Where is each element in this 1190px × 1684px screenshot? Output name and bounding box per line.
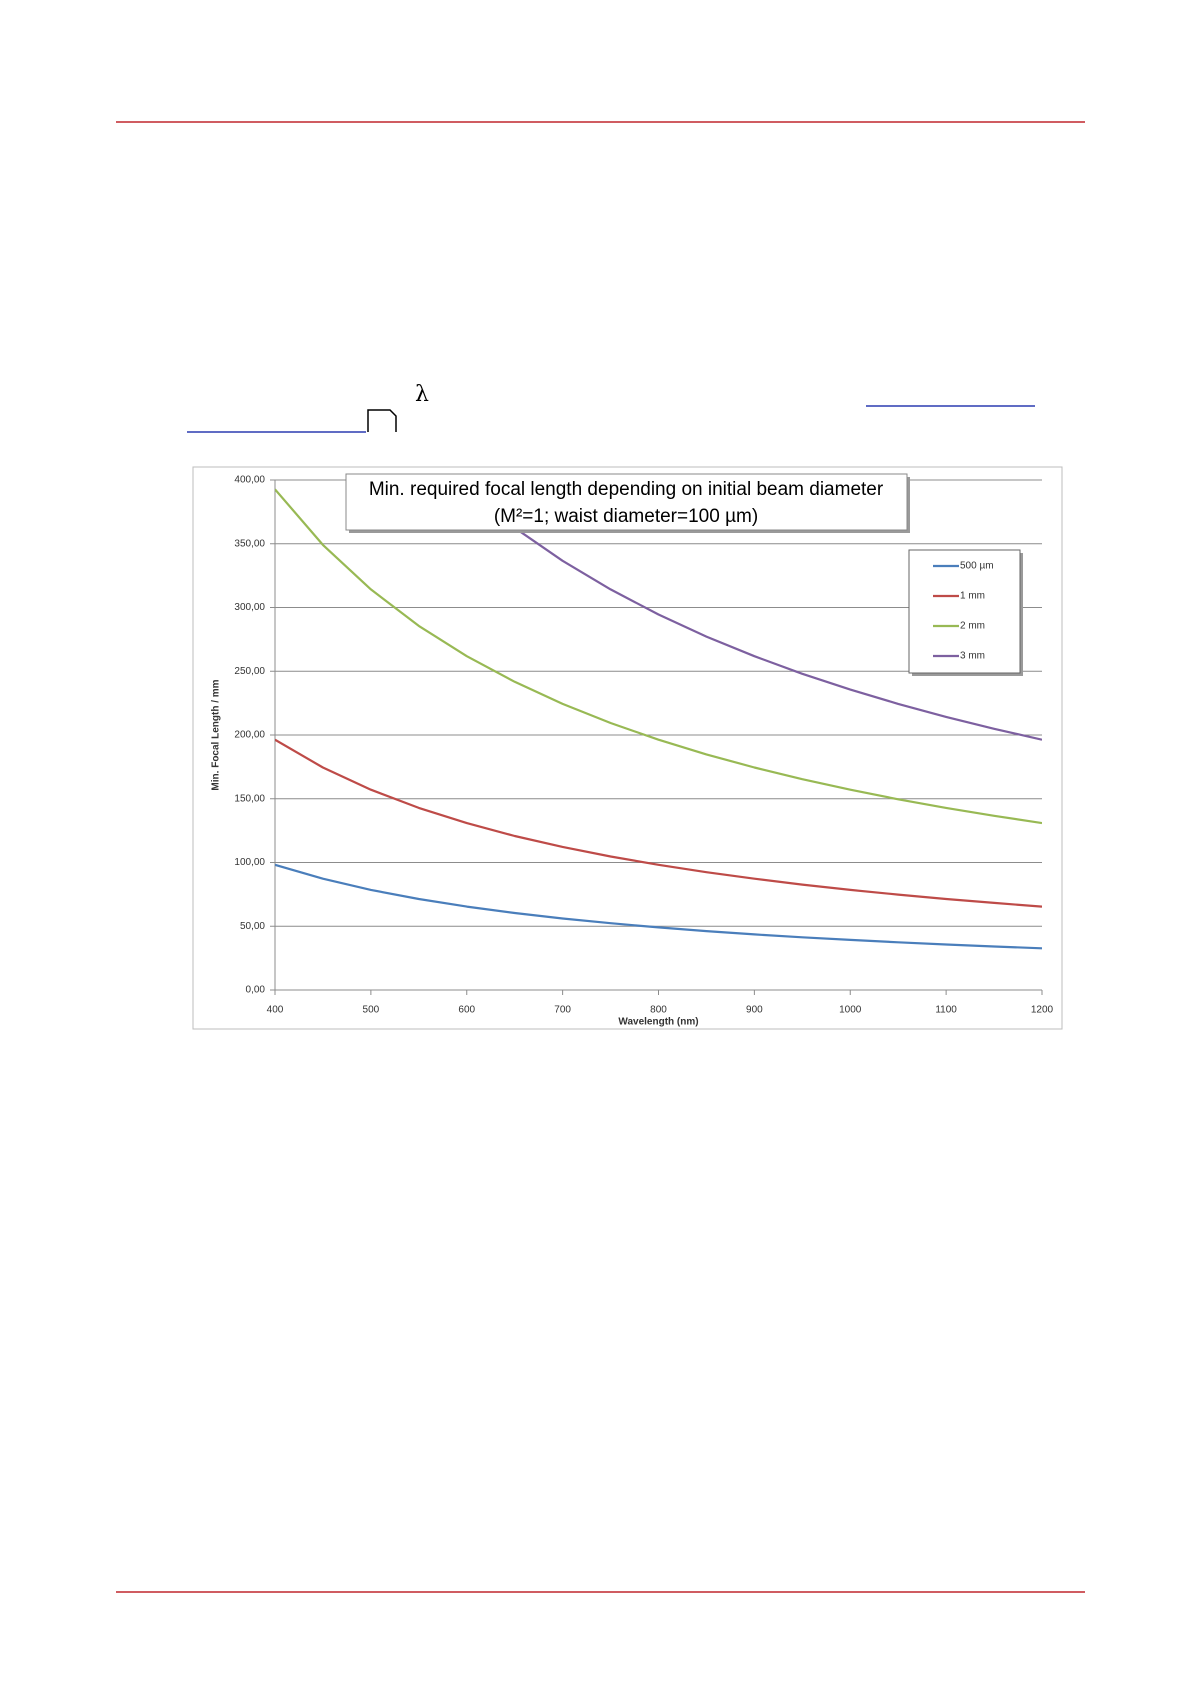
x-tick-label: 800 xyxy=(650,1005,667,1016)
chart-title: Min. required focal length depending on … xyxy=(369,479,884,500)
legend-box xyxy=(908,549,1021,674)
y-tick-label: 150,00 xyxy=(234,793,265,804)
x-tick-label: 1000 xyxy=(839,1005,862,1016)
x-tick-label: 400 xyxy=(267,1005,284,1016)
legend-label: 500 µm xyxy=(960,561,994,572)
x-tick-label: 500 xyxy=(363,1005,380,1016)
lambda-symbol: λ xyxy=(415,382,429,407)
x-axis-label: Wavelength (nm) xyxy=(618,1017,698,1028)
chart: 0,00 50,00 100,00 150,00 200,00 250,00 300,00 3… xyxy=(211,473,1054,1028)
y-tick-label: 50,00 xyxy=(240,921,265,932)
chart-subtitle: (M²=1; waist diameter=100 µm) xyxy=(494,506,758,527)
legend-label: 2 mm xyxy=(960,621,985,632)
series-line xyxy=(275,863,1042,950)
x-tick-label: 1100 xyxy=(935,1005,957,1016)
y-tick-label: 300,00 xyxy=(234,602,265,613)
y-tick-label: 0,00 xyxy=(246,985,266,996)
x-tick-label: 1200 xyxy=(1031,1005,1054,1016)
legend-label: 1 mm xyxy=(960,591,985,602)
y-tick-label: 350,00 xyxy=(234,538,265,549)
series-line xyxy=(275,488,1042,825)
legend-label: 3 mm xyxy=(960,651,985,662)
series-line xyxy=(455,480,1042,741)
y-tick-label: 250,00 xyxy=(234,666,265,677)
x-tick-label: 700 xyxy=(554,1005,571,1016)
document-icon xyxy=(367,409,397,432)
y-tick-label: 400,00 xyxy=(234,475,265,486)
series-line xyxy=(275,738,1042,908)
x-tick-label: 900 xyxy=(746,1005,763,1016)
title-box xyxy=(345,473,908,531)
y-tick-label: 200,00 xyxy=(234,730,265,741)
y-axis-label: Min. Focal Length / mm xyxy=(211,679,222,790)
x-tick-label: 600 xyxy=(458,1005,475,1016)
y-tick-label: 100,00 xyxy=(234,857,265,868)
